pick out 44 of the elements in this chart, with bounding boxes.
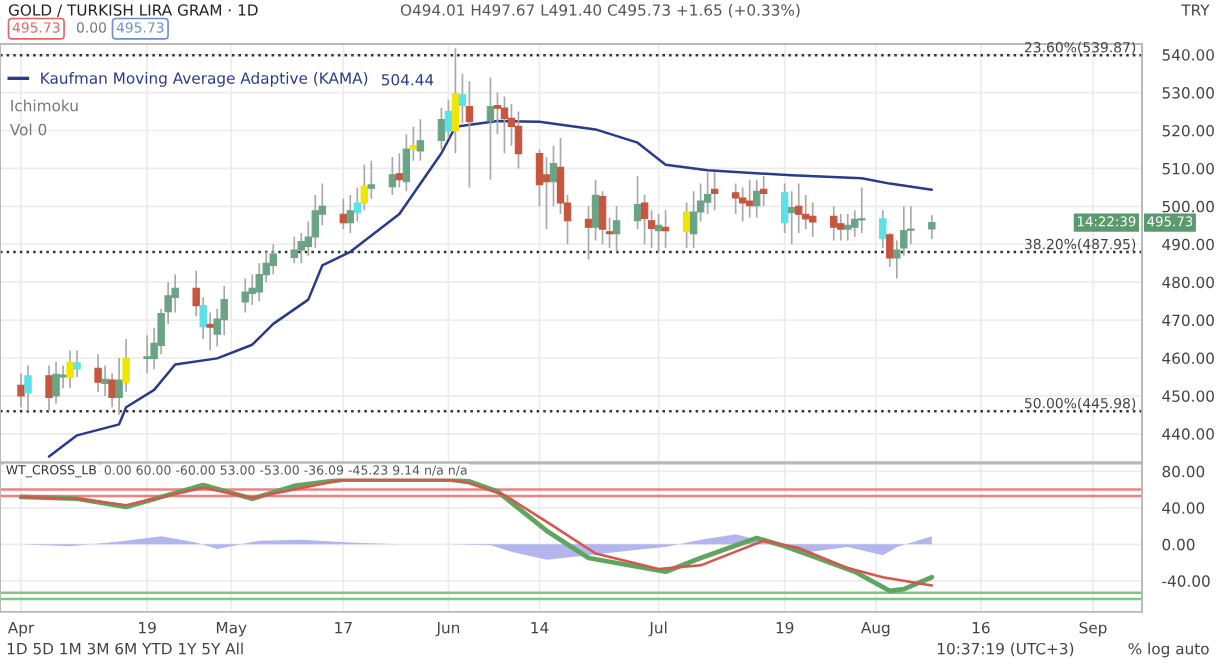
candlestick bbox=[500, 95, 509, 155]
candlestick bbox=[731, 182, 740, 215]
candlestick bbox=[346, 194, 355, 234]
candlestick bbox=[928, 214, 936, 240]
candlestick bbox=[94, 353, 102, 393]
candlestick bbox=[451, 47, 460, 155]
candlestick bbox=[402, 133, 411, 193]
candlestick bbox=[59, 364, 67, 390]
candlestick bbox=[486, 76, 495, 181]
candlestick bbox=[703, 171, 712, 215]
candlestick bbox=[844, 213, 852, 242]
candlestick bbox=[108, 372, 116, 409]
candlestick bbox=[45, 364, 53, 412]
candlestick bbox=[52, 360, 60, 405]
candlestick bbox=[809, 201, 817, 238]
candlestick bbox=[837, 213, 845, 242]
candlestick bbox=[241, 277, 249, 314]
candlestick bbox=[689, 190, 698, 249]
candlestick bbox=[416, 118, 425, 162]
candlestick bbox=[752, 178, 761, 219]
candlestick bbox=[745, 178, 754, 219]
candlestick bbox=[738, 186, 747, 223]
candlestick bbox=[24, 364, 32, 412]
candlestick bbox=[465, 80, 474, 189]
candlestick bbox=[542, 156, 551, 230]
candlestick bbox=[654, 213, 663, 253]
candlestick bbox=[339, 197, 348, 230]
candlestick bbox=[788, 190, 796, 246]
candlestick bbox=[710, 171, 719, 211]
candlestick bbox=[858, 186, 866, 234]
candlestick bbox=[437, 106, 446, 151]
candlestick bbox=[830, 205, 838, 242]
candlestick bbox=[290, 235, 298, 265]
candlestick bbox=[17, 372, 25, 409]
candlestick bbox=[395, 152, 404, 189]
candlestick bbox=[73, 349, 81, 378]
candlestick bbox=[682, 201, 691, 249]
candlestick bbox=[612, 205, 621, 253]
candlestick bbox=[584, 205, 593, 261]
candlestick bbox=[66, 349, 74, 390]
candlestick bbox=[388, 156, 397, 196]
candlestick bbox=[143, 334, 151, 374]
candlestick bbox=[514, 110, 523, 170]
candlestick bbox=[269, 243, 277, 276]
